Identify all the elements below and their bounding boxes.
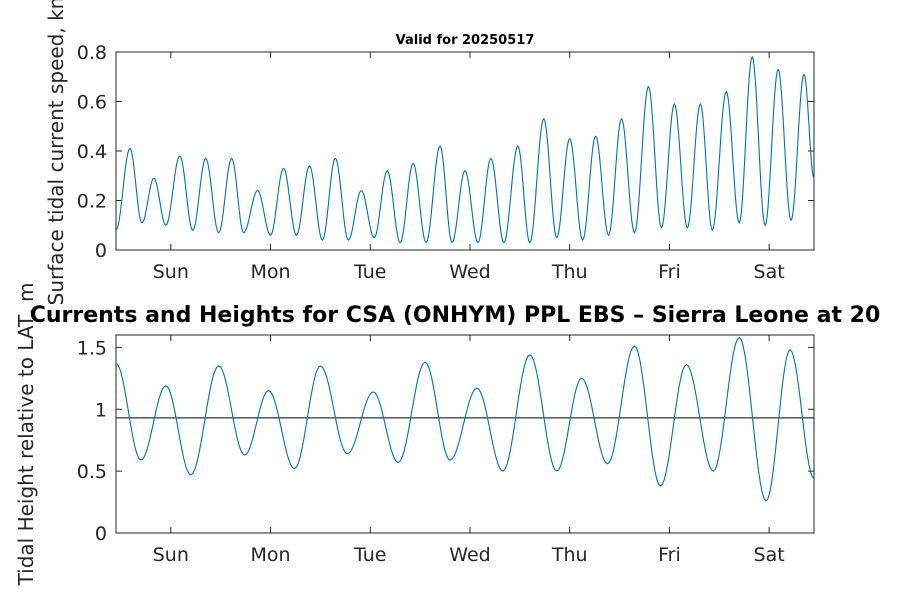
tidal-height-x-tick-label: Tue: [353, 544, 386, 566]
tidal-height-plot-area: [115, 334, 815, 534]
current-speed-x-tick-label: Sun: [153, 261, 189, 283]
tidal-height-y-tick-label: 0.5: [77, 461, 107, 483]
tidal-height-x-tick-label: Sun: [153, 544, 189, 566]
current-speed-chart-title: Valid for 20250517: [396, 33, 535, 48]
current-speed-y-tick-label: 0: [95, 240, 107, 262]
current-speed-ticks: 0 0.2 0.4 0.6 0.8 Sun Mon Tue Wed Thu Fri Sat: [77, 42, 814, 283]
current-speed-x-tick-label: Mon: [251, 261, 291, 283]
current-speed-y-tick-label: 0.6: [77, 92, 107, 114]
tidal-height-axes: 0 0.5 1 1.5 Sun Mon Tue Wed Thu Fri Sat Tidal Heig…: [14, 283, 815, 587]
current-speed-x-tick-label: Sat: [754, 261, 785, 283]
tidal-height-y-tick-label: 1.5: [77, 337, 107, 359]
current-speed-x-tick-label: Fri: [658, 261, 681, 283]
tidal-height-x-tick-label: Wed: [449, 544, 490, 566]
tidal-height-x-tick-label: Mon: [251, 544, 291, 566]
current-speed-axes: 0 0.2 0.4 0.6 0.8 Sun Mon Tue Wed Thu Fri Sat Valid…: [44, 0, 815, 305]
figure-main-title: Currents and Heights for CSA (ONHYM) PPL…: [30, 303, 881, 328]
tidal-height-series-line: [115, 336, 815, 502]
current-speed-x-tick-label: Wed: [449, 261, 490, 283]
current-speed-x-tick-label: Thu: [551, 261, 588, 283]
current-speed-series-line: [115, 55, 815, 244]
tidal-height-x-tick-label: Fri: [658, 544, 681, 566]
tidal-height-x-tick-label: Sat: [754, 544, 785, 566]
current-speed-plot-area: [115, 51, 815, 251]
tidal-height-y-tick-label: 1: [95, 399, 107, 421]
current-speed-y-tick-label: 0.4: [77, 141, 107, 163]
tidal-height-ticks: 0 0.5 1 1.5 Sun Mon Tue Wed Thu Fri Sat: [77, 335, 814, 566]
current-speed-x-tick-label: Tue: [353, 261, 386, 283]
current-speed-y-tick-label: 0.2: [77, 191, 107, 213]
current-speed-y-tick-label: 0.8: [77, 42, 107, 64]
tidal-height-y-axis-label: Tidal Height relative to LAT, m: [14, 283, 38, 587]
current-speed-y-axis-label: Surface tidal current speed, kn: [44, 0, 68, 305]
tidal-height-y-tick-label: 0: [95, 523, 107, 545]
tidal-height-x-tick-label: Thu: [551, 544, 588, 566]
